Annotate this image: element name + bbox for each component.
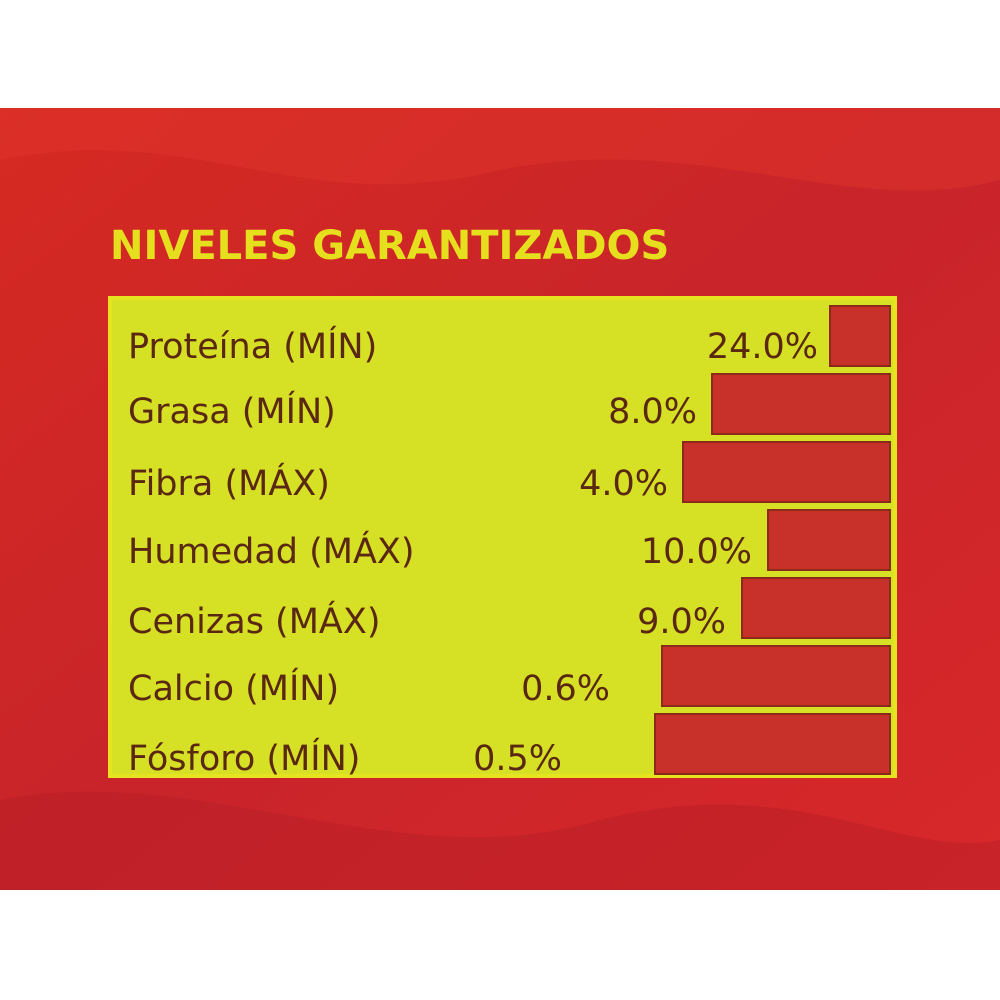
nutrient-label: Humedad (MÁX) — [128, 530, 415, 572]
red-box — [741, 577, 891, 639]
nutrient-value: 8.0% — [608, 392, 697, 432]
red-box — [654, 713, 891, 775]
nutrient-value: 4.0% — [579, 464, 668, 504]
nutrient-value: 10.0% — [641, 532, 752, 572]
nutrient-value: 0.6% — [521, 669, 610, 709]
nutrient-value: 24.0% — [707, 327, 818, 367]
nutrient-value: 0.5% — [473, 739, 562, 779]
red-box — [661, 645, 891, 707]
red-box — [711, 373, 891, 435]
nutrient-label: Proteína (MÍN) — [128, 325, 377, 367]
nutrient-label: Grasa (MÍN) — [128, 390, 336, 432]
wrinkle — [0, 108, 1000, 191]
table: Proteína (MÍN) 24.0% Grasa (MÍN) 8.0% Fibra … — [128, 305, 891, 779]
red-box — [682, 441, 891, 503]
title: NIVELES GARANTIZADOS — [110, 223, 669, 269]
nutrient-label: Calcio (MÍN) — [128, 667, 339, 709]
wrinkle — [0, 791, 1000, 890]
nutrient-label: Fósforo (MÍN) — [128, 737, 360, 779]
red-box — [829, 305, 891, 367]
red-box — [767, 509, 891, 571]
nutrient-value: 9.0% — [637, 602, 726, 642]
nutrient-label: Fibra (MÁX) — [128, 462, 330, 504]
nutrient-label: Cenizas (MÁX) — [128, 600, 381, 642]
